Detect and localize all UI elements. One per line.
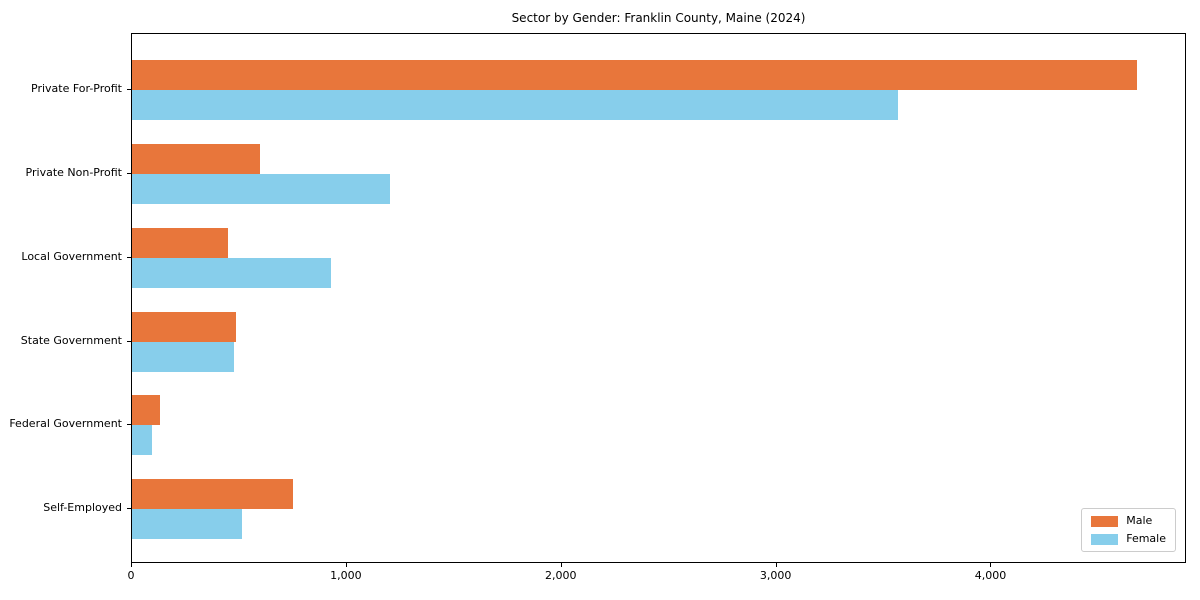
y-tick-private-non-profit <box>127 173 131 175</box>
legend-swatch-male-icon <box>1091 515 1119 527</box>
bar-male-self-employed <box>132 479 294 509</box>
legend-entry-female: Female <box>1091 533 1166 545</box>
bar-male-private-non-profit <box>132 144 260 175</box>
legend-label-female: Female <box>1126 532 1166 545</box>
legend-entry-male: Male <box>1091 515 1166 527</box>
bar-female-private-for-profit <box>132 90 899 121</box>
bar-female-self-employed <box>132 509 243 539</box>
x-tick-2000 <box>560 563 562 567</box>
y-label-private-non-profit: Private Non-Profit <box>25 166 122 180</box>
x-tick-label-2000: 2,000 <box>544 569 577 582</box>
y-label-self-employed: Self-Employed <box>43 501 122 514</box>
y-label-private-for-profit: Private For-Profit <box>31 82 122 96</box>
y-tick-state-government <box>127 340 131 342</box>
plot-area: Male Female <box>131 33 1186 563</box>
y-tick-private-for-profit <box>127 89 131 91</box>
bar-female-private-non-profit <box>132 174 390 205</box>
bar-male-federal-government <box>132 395 160 426</box>
bar-female-local-government <box>132 257 332 288</box>
legend: Male Female <box>1081 508 1176 552</box>
x-tick-label-1000: 1,000 <box>330 569 362 582</box>
x-tick-4000 <box>990 563 992 567</box>
x-tick-0 <box>131 563 132 567</box>
bar-female-federal-government <box>132 425 153 456</box>
x-tick-3000 <box>775 563 777 567</box>
y-label-state-government: State Government <box>20 333 122 347</box>
x-tick-label-3000: 3,000 <box>759 569 792 582</box>
x-tick-1000 <box>345 563 347 567</box>
x-tick-label-0: 0 <box>127 569 135 582</box>
bar-male-local-government <box>132 227 229 258</box>
chart-title: Sector by Gender: Franklin County, Maine… <box>511 11 806 25</box>
x-tick-label-4000: 4,000 <box>974 569 1007 582</box>
legend-label-male: Male <box>1126 514 1153 527</box>
y-tick-local-government <box>127 256 131 258</box>
legend-swatch-female-icon <box>1091 533 1119 545</box>
bar-male-state-government <box>132 311 236 342</box>
y-label-local-government: Local Government <box>21 249 122 263</box>
bar-male-private-for-profit <box>132 60 1137 91</box>
y-tick-federal-government <box>127 424 131 426</box>
y-label-federal-government: Federal Government <box>9 417 122 431</box>
y-tick-self-employed <box>127 508 131 509</box>
bar-female-state-government <box>132 341 235 372</box>
